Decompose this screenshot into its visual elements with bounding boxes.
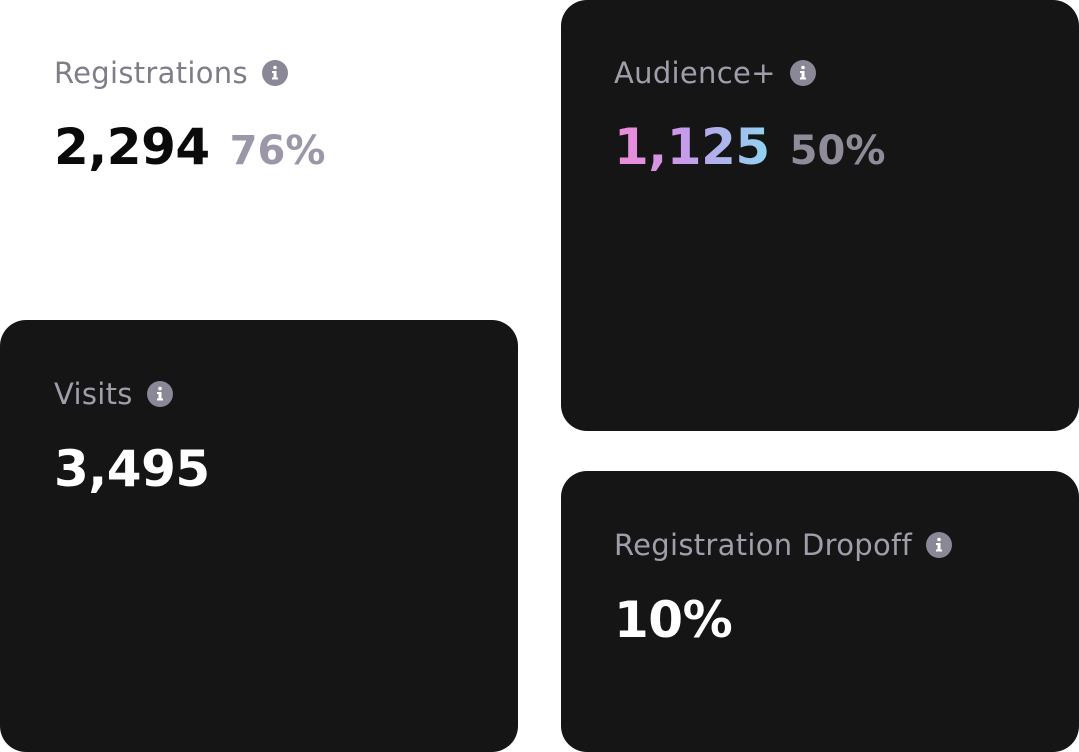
dropoff-card: Registration Dropoff 10% [561,471,1079,752]
dropoff-value: 10% [614,591,733,649]
dropoff-value-row: 10% [614,591,733,649]
registrations-value: 2,294 [54,118,210,176]
audience-label-row: Audience+ [614,56,816,90]
audience-value: 1,125 [614,118,770,176]
registrations-card: Registrations 2,294 76% [0,0,520,300]
info-icon[interactable] [926,532,953,558]
registrations-value-row: 2,294 76% [54,118,325,176]
info-icon[interactable] [261,60,288,86]
audience-card: Audience+ 1,125 50% [561,0,1079,431]
registrations-label-row: Registrations [54,56,288,90]
audience-value-row: 1,125 50% [614,118,885,176]
registrations-percent: 76% [229,128,326,174]
visits-value-row: 3,495 [54,440,210,498]
visits-label: Visits [54,377,133,411]
registrations-label: Registrations [54,56,248,90]
audience-percent: 50% [789,128,886,174]
visits-label-row: Visits [54,377,173,411]
info-icon[interactable] [789,60,816,86]
dropoff-label-row: Registration Dropoff [614,528,953,562]
dropoff-label: Registration Dropoff [614,528,913,562]
visits-card: Visits 3,495 [0,320,518,752]
visits-value: 3,495 [54,440,210,498]
audience-label: Audience+ [614,56,776,90]
info-icon[interactable] [146,381,173,407]
